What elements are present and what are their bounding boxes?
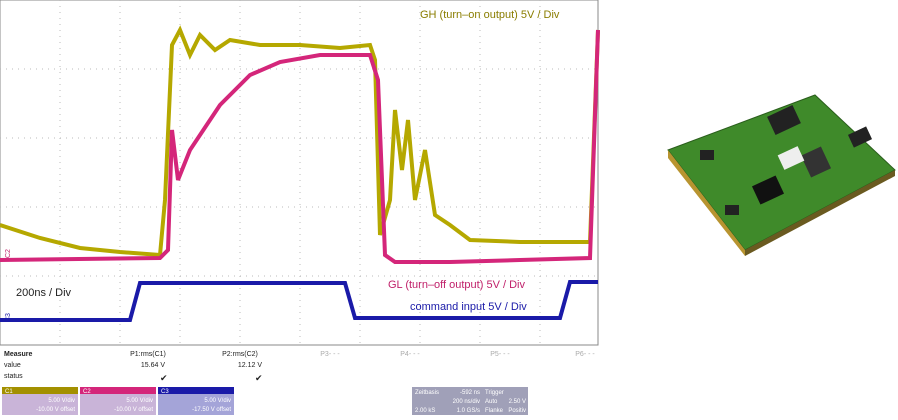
channel-scale: 5.00 V/div [204,398,231,404]
column-name: P6- - - [575,351,595,358]
column-name: P4- - - [400,351,420,358]
channel-offset: -17.50 V offset [192,407,231,413]
gh-label: GH (turn–on output) 5V / Div [420,9,560,21]
timebase-label: 200ns / Div [16,287,72,299]
plot-frame [0,0,598,345]
channel-offset: -10.00 V offset [114,407,153,413]
row-label: status [4,373,23,380]
check: ✔ [255,373,263,383]
page: GH (turn–on output) 5V / Div GL (turn–of… [0,0,898,415]
channel-name: C1 [5,389,13,395]
gl-label: GL (turn–off output) 5V / Div [388,279,525,291]
cmd-label: command input 5V / Div [410,301,527,313]
c3-marker: C3 [5,313,12,322]
channel-scale: 5.00 V/div [126,398,153,404]
column-value: 12.12 V [238,362,262,369]
column-name: P3- - - [320,351,340,358]
check: ✔ [160,373,168,383]
trigger-mode: Auto [485,399,498,405]
measure-title: Measure [4,351,33,358]
timebase-rate: 200 ns/div [453,399,480,405]
timebase-sample-rate: 1.0 GS/s [457,408,480,414]
column-name: P5- - - [490,351,510,358]
pcb-photo [668,95,895,256]
trigger-type: Flanke [485,408,504,414]
channel-name: C2 [83,389,91,395]
channel-scale: 5.00 V/div [48,398,75,404]
screenshot: GH (turn–on output) 5V / Div GL (turn–of… [0,0,898,415]
timebase-delay: -592 ns [460,390,480,396]
measure-table: Measure value status P1:rms(C1) 15.64 V … [4,351,595,383]
channel-name: C3 [161,389,169,395]
trigger-slope: Positiv [508,408,526,414]
trigger-title: Trigger [485,390,504,396]
row-label: value [4,362,21,369]
channel-offset: -10.00 V offset [36,407,75,413]
column-name: P2:rms(C2) [222,351,258,358]
timebase-samples: 2.00 kS [415,408,435,414]
column-value: 15.64 V [141,362,165,369]
channel-boxes: C1 5.00 V/div -10.00 V offset C2 5.00 V/… [2,387,528,415]
column-name: P1:rms(C1) [130,351,166,358]
c2-marker: C2 [5,249,12,258]
trigger-level: 2.50 V [509,399,526,405]
timebase-title: Zeitbasis [415,390,439,396]
scope-screen: GH (turn–on output) 5V / Div GL (turn–of… [0,0,598,345]
